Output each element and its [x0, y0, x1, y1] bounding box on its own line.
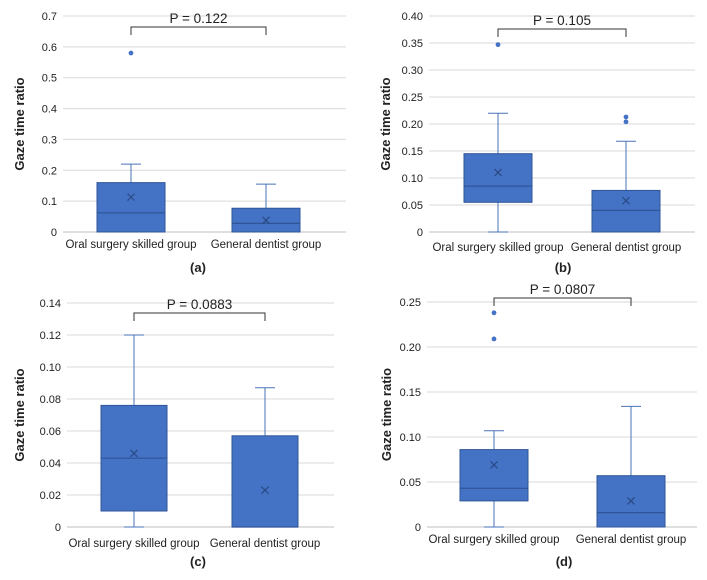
- panel-4-box-1-outlier-point: [491, 336, 497, 342]
- panel-3-significance-bracket: [133, 312, 266, 321]
- panel-1-y-tick-label: 0.3: [42, 134, 57, 146]
- panel-3-y-tick-label: 0: [55, 522, 61, 534]
- panel-3-y-tick-label: 0.10: [40, 362, 61, 374]
- panel-4-significance-bracket: [493, 297, 632, 306]
- panel-4-box-1-outlier-point: [491, 310, 497, 316]
- panel-4-box-1-mean-marker: [490, 460, 498, 469]
- panel-2-box-2-outlier-point: [623, 114, 629, 120]
- panel-2-y-axis-label: Gaze time ratio: [378, 77, 393, 170]
- panel-1-box-1-outlier-point: [128, 50, 134, 56]
- panel-4-box-1-iqr-box: [459, 449, 529, 502]
- panel-2-y-tick-label: 0.35: [402, 38, 423, 50]
- panel-2-y-tick-label: 0.10: [402, 173, 423, 185]
- panel-3-box-2-iqr-box: [231, 435, 299, 528]
- panel-1-y-tick-label: 0.2: [42, 165, 57, 177]
- panel-4-p-value-label: P = 0.0807: [530, 282, 595, 297]
- panel-1-y-tick-label: 0: [51, 227, 57, 239]
- panel-2-box-2-mean-marker: [622, 196, 630, 205]
- panel-1-significance-bracket: [130, 26, 267, 35]
- panel-3-category-label-1: Oral surgery skilled group: [68, 538, 199, 550]
- panel-4-y-axis-label: Gaze time ratio: [379, 368, 394, 461]
- panel-3-y-tick-label: 0.04: [40, 458, 61, 470]
- panel-2-significance-bracket: [497, 28, 627, 37]
- panel-4-y-tick-label: 0.25: [400, 297, 421, 309]
- panel-1-y-tick-label: 0.6: [42, 42, 57, 54]
- panel-1-p-value-label: P = 0.122: [170, 11, 228, 26]
- panel-2-y-tick-label: 0.30: [402, 65, 423, 77]
- panel-1-panel-label: (a): [190, 260, 206, 275]
- panel-2-p-value-label: P = 0.105: [533, 13, 591, 28]
- panel-2-box-1-mean-marker: [494, 168, 502, 177]
- panel-3-y-tick-label: 0.02: [40, 490, 61, 502]
- panel-2-y-tick-label: 0.15: [402, 146, 423, 158]
- panel-3-category-label-2: General dentist group: [210, 538, 321, 550]
- panel-3-box-1-mean-marker: [130, 449, 138, 458]
- panel-2-y-tick-label: 0.20: [402, 119, 423, 131]
- panel-2-y-tick-label: 0.25: [402, 92, 423, 104]
- panel-1-category-label-1: Oral surgery skilled group: [65, 239, 196, 251]
- panel-2-panel-label: (b): [555, 260, 572, 275]
- panel-4-y-tick-label: 0.05: [400, 477, 421, 489]
- panel-3-panel-label: (c): [190, 554, 206, 569]
- panel-2-y-tick-label: 0.05: [402, 200, 423, 212]
- panel-1-box-2-mean-marker: [262, 216, 270, 225]
- panel-2-category-label-2: General dentist group: [571, 242, 682, 254]
- panel-3-y-tick-label: 0.14: [40, 298, 61, 310]
- panel-4-category-label-2: General dentist group: [576, 534, 687, 546]
- panel-1-box-1-iqr-box: [96, 182, 166, 233]
- panel-4-category-label-1: Oral surgery skilled group: [428, 534, 559, 546]
- panel-2-y-tick-label: 0.40: [402, 11, 423, 23]
- panel-2-box-2-outlier-point: [623, 119, 629, 125]
- panel-3-box-2-mean-marker: [261, 486, 269, 495]
- panel-2-box-2-iqr-box: [591, 189, 661, 233]
- panel-2-category-label-1: Oral surgery skilled group: [432, 242, 563, 254]
- panel-1-y-tick-label: 0.4: [42, 104, 57, 116]
- panel-1-box-1-mean-marker: [127, 193, 135, 202]
- panel-2-y-tick-label: 0: [417, 227, 423, 239]
- panel-4-y-tick-label: 0.20: [400, 342, 421, 354]
- panel-4-y-tick-label: 0.10: [400, 432, 421, 444]
- panel-4-box-2-mean-marker: [627, 496, 635, 505]
- panel-3-y-tick-label: 0.08: [40, 394, 61, 406]
- panel-1-y-tick-label: 0.5: [42, 73, 57, 85]
- panel-4-y-tick-label: 0.15: [400, 387, 421, 399]
- panel-1-y-axis-label: Gaze time ratio: [12, 77, 27, 170]
- panel-3-y-tick-label: 0.06: [40, 426, 61, 438]
- panel-2-box-1-iqr-box: [463, 153, 533, 203]
- panel-1-category-label-2: General dentist group: [211, 239, 322, 251]
- panel-4-panel-label: (d): [556, 554, 573, 569]
- panel-3-p-value-label: P = 0.0883: [167, 297, 232, 312]
- panel-1-y-tick-label: 0.1: [42, 196, 57, 208]
- panel-4-y-tick-label: 0: [415, 522, 421, 534]
- panel-3-y-tick-label: 0.12: [40, 330, 61, 342]
- panel-1-y-tick-label: 0.7: [42, 11, 57, 23]
- panel-3-y-axis-label: Gaze time ratio: [12, 368, 27, 461]
- panel-2-box-1-outlier-point: [495, 42, 501, 48]
